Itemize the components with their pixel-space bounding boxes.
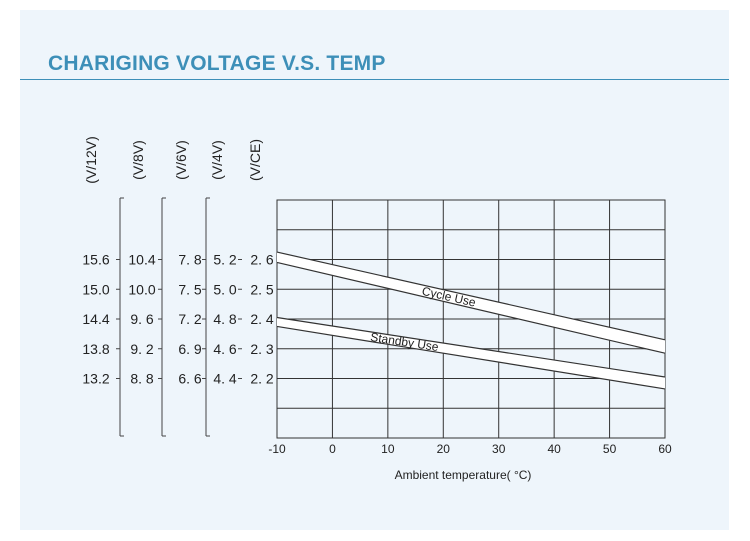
y-tick-label: 2. 3 — [250, 341, 274, 357]
y-axis-unit-label: (V/CE) — [247, 139, 263, 181]
band-upper-line — [276, 316, 666, 378]
y-tick-label: 8. 8 — [130, 371, 154, 387]
x-tick-label: 60 — [658, 442, 672, 456]
y-tick-label: 9. 2 — [130, 341, 154, 357]
x-axis-label: Ambient temperature( °C) — [395, 468, 532, 482]
x-tick-label: 0 — [329, 442, 336, 456]
y-tick-label: 6. 9 — [178, 341, 202, 357]
x-tick-label: -10 — [268, 442, 286, 456]
y-tick-label: 7. 5 — [178, 281, 202, 297]
x-tick-label: 40 — [547, 442, 561, 456]
y-tick-label: 10.0 — [128, 281, 155, 297]
band-upper-line — [276, 251, 666, 341]
band-fill — [277, 317, 665, 389]
x-tick-label: 50 — [603, 442, 617, 456]
y-tick-label: 7. 2 — [178, 311, 202, 327]
y-tick-label: 4. 4 — [213, 371, 237, 387]
band-fill — [277, 252, 665, 354]
y-tick-label: 4. 6 — [213, 341, 237, 357]
band-lower-line — [276, 325, 666, 390]
y-tick-label: 4. 8 — [213, 311, 237, 327]
y-axis-unit-label: (V/12V) — [83, 136, 99, 183]
band-lower-line — [276, 261, 666, 354]
y-tick-label: 10.4 — [128, 252, 155, 268]
y-tick-label: 5. 2 — [213, 252, 237, 268]
y-tick-label: 2. 2 — [250, 371, 274, 387]
page-title: CHARIGING VOLTAGE V.S. TEMP — [48, 52, 386, 75]
y-axis-unit-label: (V/4V) — [209, 140, 225, 180]
y-tick-label: 7. 8 — [178, 252, 202, 268]
y-tick-label: 6. 6 — [178, 371, 202, 387]
y-tick-label: 13.8 — [82, 341, 109, 357]
y-tick-label: 2. 4 — [250, 311, 274, 327]
y-tick-label: 14.4 — [82, 311, 109, 327]
x-tick-label: 20 — [437, 442, 451, 456]
series-label: Standby Use — [369, 330, 439, 354]
chart-panel — [20, 10, 729, 530]
y-axis-unit-label: (V/8V) — [130, 140, 146, 180]
x-tick-label: 10 — [381, 442, 395, 456]
y-tick-label: 13.2 — [82, 371, 109, 387]
title-divider — [20, 79, 729, 80]
series-label: Cycle Use — [421, 284, 478, 310]
y-tick-label: 9. 6 — [130, 311, 154, 327]
y-tick-label: 15.6 — [82, 252, 109, 268]
x-tick-label: 30 — [492, 442, 506, 456]
y-tick-label: 2. 6 — [250, 252, 274, 268]
y-tick-label: 15.0 — [82, 281, 109, 297]
y-tick-label: 5. 0 — [213, 281, 237, 297]
y-tick-label: 2. 5 — [250, 281, 274, 297]
y-axis-unit-label: (V/6V) — [173, 140, 189, 180]
